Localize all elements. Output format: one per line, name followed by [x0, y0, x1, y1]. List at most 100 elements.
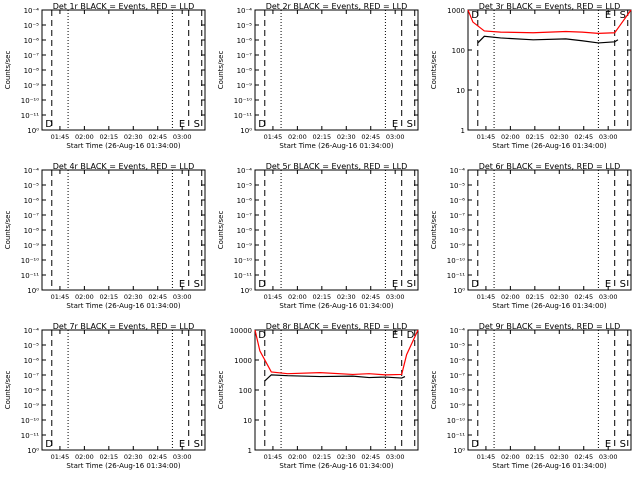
x-tick-label: 02:45 — [361, 453, 380, 461]
x-tick-label: 01:45 — [51, 453, 70, 461]
y-tick-label: 10⁻¹¹ — [447, 272, 465, 280]
y-tick-label: 10⁻⁴ — [450, 167, 466, 175]
event-marker-label: S — [620, 279, 626, 290]
chart-panel-6: Det 6r BLACK = Events, RED = LLD 10⁻⁴ 10⁻⁵… — [426, 160, 639, 320]
event-marker-label: S — [194, 119, 200, 130]
x-tick-label: 03:00 — [599, 293, 618, 301]
chart-panel-9: Det 9r BLACK = Events, RED = LLD 10⁻⁴ 10⁻⁵… — [426, 320, 639, 480]
x-tick-label: 02:00 — [288, 133, 307, 141]
y-tick-label: 10⁻¹⁰ — [447, 417, 465, 425]
x-axis-label: Start Time (26-Aug-16 01:34:00) — [492, 302, 606, 310]
x-axis-label: Start Time (26-Aug-16 01:34:00) — [66, 142, 180, 150]
y-tick-label: 10⁻⁴ — [24, 327, 40, 335]
y-tick-label: 10⁻⁷ — [24, 52, 40, 60]
x-tick-label: 02:45 — [148, 453, 167, 461]
y-tick-label: 10⁻⁵ — [24, 342, 40, 350]
x-tick-label: 02:15 — [525, 453, 544, 461]
event-marker-label: S — [194, 439, 200, 450]
y-tick-label: 10⁰ — [453, 447, 465, 455]
event-marker-label: S — [620, 10, 626, 21]
chart-title: Det 2r BLACK = Events, RED = LLD — [266, 2, 408, 11]
plot-frame — [41, 169, 206, 291]
y-tick-label: 10⁻⁸ — [450, 387, 466, 395]
x-axis-label: Start Time (26-Aug-16 01:34:00) — [279, 462, 393, 470]
y-tick-label: 10⁻⁵ — [237, 182, 253, 190]
x-tick-label: 03:00 — [386, 453, 405, 461]
event-marker-label: D — [471, 279, 479, 290]
x-axis-label: Start Time (26-Aug-16 01:34:00) — [66, 462, 180, 470]
y-tick-label: 10 — [243, 417, 252, 425]
y-tick-label: 10⁻⁸ — [237, 67, 253, 75]
y-tick-label: 10⁻⁶ — [24, 37, 40, 45]
y-tick-label: 10⁻⁷ — [24, 212, 40, 220]
y-tick-label: 10⁻⁵ — [24, 22, 40, 30]
x-tick-label: 03:00 — [386, 293, 405, 301]
y-tick-label: 10⁰ — [27, 127, 39, 135]
plot-frame — [41, 329, 206, 451]
x-tick-label: 03:00 — [599, 133, 618, 141]
y-tick-label: 1000 — [234, 357, 252, 365]
chart-panel-7: Det 7r BLACK = Events, RED = LLD 10⁻⁴ 10⁻⁵… — [0, 320, 213, 480]
event-marker-label: D — [471, 10, 479, 21]
y-tick-label: 10⁻⁷ — [24, 372, 40, 380]
y-axis-label: Counts/sec — [430, 51, 438, 90]
chart-title: Det 8r BLACK = Events, RED = LLD — [266, 322, 408, 331]
y-tick-label: 10⁰ — [453, 287, 465, 295]
x-tick-label: 02:30 — [124, 453, 143, 461]
chart-svg: Det 6r BLACK = Events, RED = LLD 10⁻⁴ 10⁻⁵… — [430, 162, 632, 310]
y-tick-label: 100 — [239, 387, 252, 395]
y-tick-label: 10⁻⁹ — [24, 242, 40, 250]
y-tick-label: 100 — [452, 47, 465, 55]
y-axis-label: Counts/sec — [217, 51, 225, 90]
y-tick-label: 10⁻⁶ — [24, 197, 40, 205]
x-tick-label: 02:00 — [75, 133, 94, 141]
plot-frame — [467, 169, 632, 291]
x-tick-label: 02:45 — [361, 293, 380, 301]
x-tick-label: 02:45 — [361, 133, 380, 141]
y-tick-label: 10⁻⁹ — [24, 82, 40, 90]
plot-frame — [254, 169, 419, 291]
x-tick-label: 02:15 — [312, 133, 331, 141]
x-tick-label: 01:45 — [477, 453, 496, 461]
y-tick-label: 10⁻¹¹ — [21, 432, 39, 440]
x-tick-label: 02:00 — [75, 453, 94, 461]
y-tick-label: 10⁻¹¹ — [21, 272, 39, 280]
x-tick-label: 02:45 — [574, 453, 593, 461]
chart-svg: Det 1r BLACK = Events, RED = LLD 10⁻⁴ 10⁻⁵… — [4, 2, 206, 150]
y-tick-label: 10⁻¹⁰ — [234, 97, 252, 105]
y-tick-label: 10 — [456, 87, 465, 95]
x-tick-label: 02:45 — [574, 133, 593, 141]
y-tick-label: 10⁻¹¹ — [447, 432, 465, 440]
x-tick-label: 02:15 — [312, 293, 331, 301]
y-tick-label: 10⁻¹¹ — [234, 272, 252, 280]
x-tick-label: 03:00 — [173, 293, 192, 301]
x-axis-label: Start Time (26-Aug-16 01:34:00) — [492, 462, 606, 470]
x-tick-label: 02:15 — [525, 133, 544, 141]
x-axis-label: Start Time (26-Aug-16 01:34:00) — [492, 142, 606, 150]
x-tick-label: 02:00 — [501, 133, 520, 141]
event-marker-label: S — [194, 279, 200, 290]
y-tick-label: 10⁻⁴ — [237, 167, 253, 175]
x-tick-label: 02:30 — [337, 293, 356, 301]
x-tick-label: 01:45 — [51, 293, 70, 301]
chart-svg: Det 7r BLACK = Events, RED = LLD 10⁻⁴ 10⁻⁵… — [4, 322, 206, 470]
y-tick-label: 10⁰ — [27, 447, 39, 455]
y-tick-label: 10⁻⁹ — [24, 402, 40, 410]
event-marker-label: E — [392, 279, 398, 290]
y-axis-label: Counts/sec — [4, 211, 12, 250]
y-axis-label: Counts/sec — [4, 51, 12, 90]
y-tick-label: 10⁻¹⁰ — [21, 417, 39, 425]
x-tick-label: 02:15 — [99, 133, 118, 141]
event-marker-label: D — [407, 330, 415, 341]
event-marker-label: S — [407, 279, 413, 290]
event-marker-label: E — [179, 279, 185, 290]
x-tick-label: 02:30 — [124, 293, 143, 301]
x-tick-label: 01:45 — [264, 453, 283, 461]
x-tick-label: 02:45 — [574, 293, 593, 301]
chart-panel-3: Det 3r BLACK = Events, RED = LLD 1000 100 1… — [426, 0, 639, 160]
y-tick-label: 10⁻⁵ — [450, 342, 466, 350]
y-tick-label: 10⁻⁷ — [450, 372, 466, 380]
plot-frame — [254, 329, 419, 451]
x-tick-label: 01:45 — [264, 133, 283, 141]
